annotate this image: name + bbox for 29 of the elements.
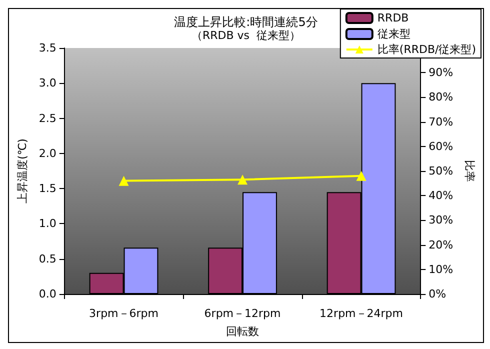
x-tick-label: 6rpm－12rpm (204, 307, 281, 320)
chart-subtitle: （RRDB vs 従来型） (191, 29, 301, 42)
y-tick-label: 1.0 (38, 217, 56, 230)
y2-tick-label: 60% (428, 140, 454, 153)
y-axis-title: 上昇温度(℃) (16, 138, 29, 204)
y-tick-label: 0.5 (38, 252, 56, 266)
y-tick-label: 2.5 (38, 112, 56, 125)
y2-tick-label: 50% (428, 164, 454, 178)
chart-title: 温度上昇比較:時間連続5分 (174, 15, 318, 29)
y-tick-label: 3.0 (38, 76, 56, 90)
legend-label: 従来型 (377, 28, 410, 40)
y-tick-label: 3.5 (38, 42, 56, 54)
y2-tick-label: 90% (428, 66, 454, 80)
legend-label: RRDB (377, 12, 409, 24)
y2-tick-label: 30% (428, 214, 454, 227)
y2-tick-label: 10% (428, 262, 454, 276)
y-tick-label: 0.0 (38, 288, 56, 300)
x-axis-title: 回転数 (226, 325, 260, 338)
y-tick-label: 2.0 (38, 146, 56, 160)
y2-tick-label: 0% (428, 288, 446, 300)
y-tick-label: 1.5 (38, 182, 56, 196)
y2-tick-label: 70% (428, 115, 454, 128)
y2-tick-label: 40% (428, 189, 454, 202)
x-tick-label: 3rpm－6rpm (89, 307, 158, 320)
x-tick-label: 12rpm－24rpm (320, 307, 403, 320)
y2-tick-label: 80% (428, 90, 454, 104)
y2-axis-title: 比率 (463, 160, 476, 182)
legend-label: 比率(RRDB/従来型) (377, 43, 476, 56)
y2-tick-label: 20% (428, 238, 454, 252)
